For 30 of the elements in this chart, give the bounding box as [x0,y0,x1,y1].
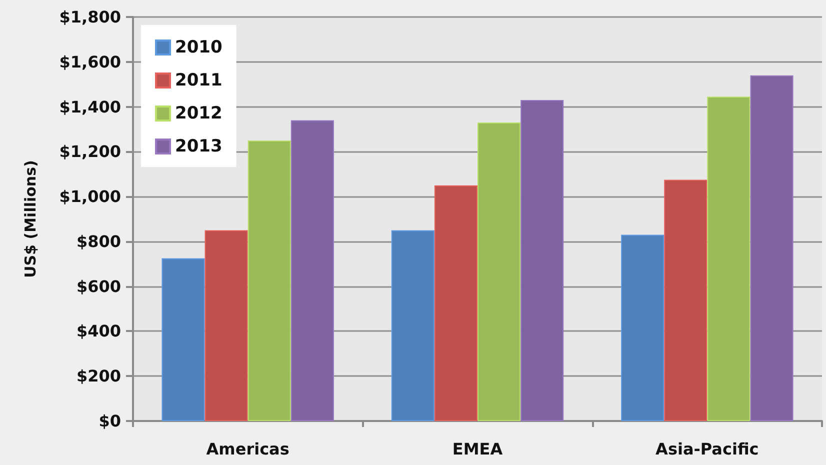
bar [391,230,434,421]
bar [750,75,794,421]
x-tick-label: Americas [206,440,290,458]
legend-label: 2011 [175,70,222,90]
legend-label: 2010 [175,38,222,58]
y-tick-label: $1,200 [59,142,121,162]
y-tick-label: $1,600 [59,52,121,72]
bar [664,180,708,421]
x-tick-label: EMEA [452,440,504,458]
legend-label: 2013 [175,136,222,156]
bar [248,140,291,421]
y-tick-label: $0 [98,412,121,430]
y-axis-title: US$ (Millions) [22,160,40,278]
y-tick-label: $400 [76,322,121,341]
y-tick-label: $800 [76,232,121,251]
y-tick-label: $1,400 [59,97,121,116]
bar [520,100,564,421]
bar [478,122,521,421]
legend-label: 2012 [175,104,222,124]
bar [434,185,478,421]
y-tick-label: $600 [76,276,121,296]
bar [162,258,205,421]
bar [204,230,248,421]
y-tick-label: $1,800 [59,8,121,26]
y-tick-label: $1,000 [59,187,121,206]
bar [707,96,750,421]
bar [290,120,334,421]
y-tick-label: $200 [76,366,121,386]
x-tick-label: Asia-Pacific [656,440,759,458]
bar [621,234,664,421]
